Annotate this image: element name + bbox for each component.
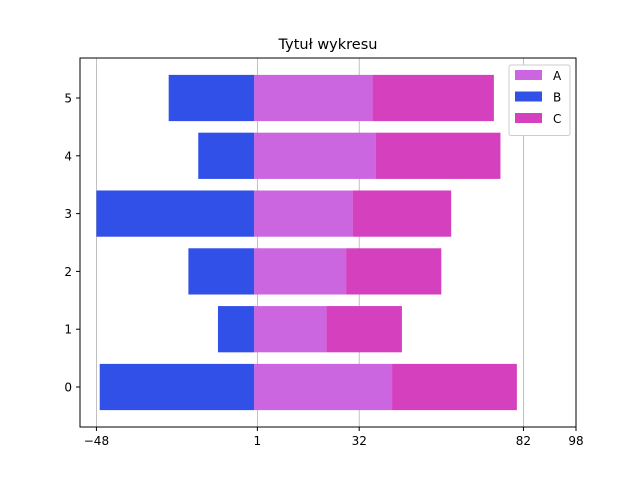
legend: ABC xyxy=(508,64,571,136)
legend-label-a: A xyxy=(553,69,562,83)
x-tick-label: 32 xyxy=(352,434,367,448)
bar-a-0 xyxy=(254,363,393,411)
legend-swatch-c xyxy=(515,113,542,123)
y-tick-label: 0 xyxy=(64,381,72,395)
bar-c-4 xyxy=(375,132,501,179)
bar-a-3 xyxy=(254,190,353,237)
bar-c-2 xyxy=(346,248,442,295)
y-tick-label: 2 xyxy=(64,265,72,279)
x-tick-label: 98 xyxy=(568,434,583,448)
bar-a-5 xyxy=(254,74,373,122)
bar-c-1 xyxy=(326,306,402,353)
bar-a-1 xyxy=(254,306,327,353)
bar-a-4 xyxy=(254,132,376,179)
y-tick-label: 4 xyxy=(64,149,72,163)
x-tick-label: −48 xyxy=(84,434,109,448)
bar-b-3 xyxy=(96,190,255,237)
legend-swatch-b xyxy=(515,91,542,102)
bar-b-4 xyxy=(198,132,255,179)
x-tick-label: 82 xyxy=(516,434,531,448)
bar-b-2 xyxy=(188,248,255,295)
bar-c-5 xyxy=(372,74,494,122)
x-axis: −48 1 32 82 98 xyxy=(84,427,584,448)
plot-frame xyxy=(79,57,577,428)
bar-b-1 xyxy=(217,306,255,353)
bar-b-0 xyxy=(99,363,255,411)
chart-title: Tytuł wykresu xyxy=(278,37,378,53)
bar-b-5 xyxy=(168,74,255,122)
bar-a-2 xyxy=(254,248,347,295)
y-tick-label: 3 xyxy=(64,207,72,221)
bar-c-0 xyxy=(392,363,517,411)
bar-c-3 xyxy=(352,190,452,237)
bars xyxy=(96,74,517,411)
legend-label-b: B xyxy=(553,91,561,105)
y-tick-label: 1 xyxy=(64,323,72,337)
y-tick-label: 5 xyxy=(64,92,72,106)
x-tick-label: 1 xyxy=(254,434,262,448)
y-axis: 0 1 2 3 4 5 xyxy=(64,92,80,395)
legend-swatch-a xyxy=(515,70,542,80)
legend-label-c: C xyxy=(553,112,561,126)
